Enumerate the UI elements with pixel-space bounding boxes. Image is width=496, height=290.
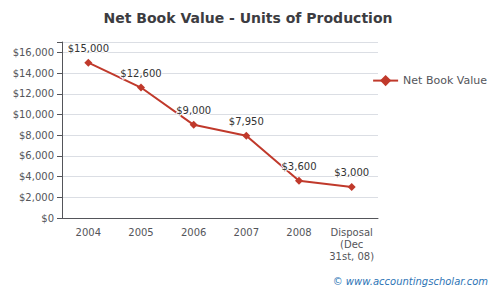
svg-text:$9,000: $9,000 xyxy=(176,105,211,116)
svg-text:$3,600: $3,600 xyxy=(282,161,317,172)
svg-text:2004: 2004 xyxy=(76,227,101,238)
svg-text:$2,000: $2,000 xyxy=(19,192,54,203)
svg-text:$12,000: $12,000 xyxy=(13,88,54,99)
svg-text:$15,000: $15,000 xyxy=(68,43,109,54)
svg-text:$4,000: $4,000 xyxy=(19,171,54,182)
svg-text:2005: 2005 xyxy=(128,227,153,238)
svg-text:2006: 2006 xyxy=(181,227,206,238)
svg-text:$8,000: $8,000 xyxy=(19,130,54,141)
svg-text:2007: 2007 xyxy=(234,227,259,238)
svg-text:$6,000: $6,000 xyxy=(19,150,54,161)
svg-text:$0: $0 xyxy=(41,213,54,224)
svg-text:© www.accountingscholar.com: © www.accountingscholar.com xyxy=(333,276,489,287)
svg-text:$14,000: $14,000 xyxy=(13,68,54,79)
svg-text:$3,000: $3,000 xyxy=(334,167,369,178)
svg-text:(Dec: (Dec xyxy=(340,239,363,250)
svg-text:$10,000: $10,000 xyxy=(13,109,54,120)
svg-text:Net Book Value: Net Book Value xyxy=(403,74,487,87)
svg-text:2008: 2008 xyxy=(286,227,311,238)
svg-text:Net Book Value - Units of Prod: Net Book Value - Units of Production xyxy=(104,10,393,26)
svg-text:31st, 08): 31st, 08) xyxy=(329,251,374,262)
svg-text:$12,600: $12,600 xyxy=(120,68,161,79)
svg-text:Disposal: Disposal xyxy=(331,227,373,238)
svg-text:$16,000: $16,000 xyxy=(13,47,54,58)
svg-text:$7,950: $7,950 xyxy=(229,116,264,127)
